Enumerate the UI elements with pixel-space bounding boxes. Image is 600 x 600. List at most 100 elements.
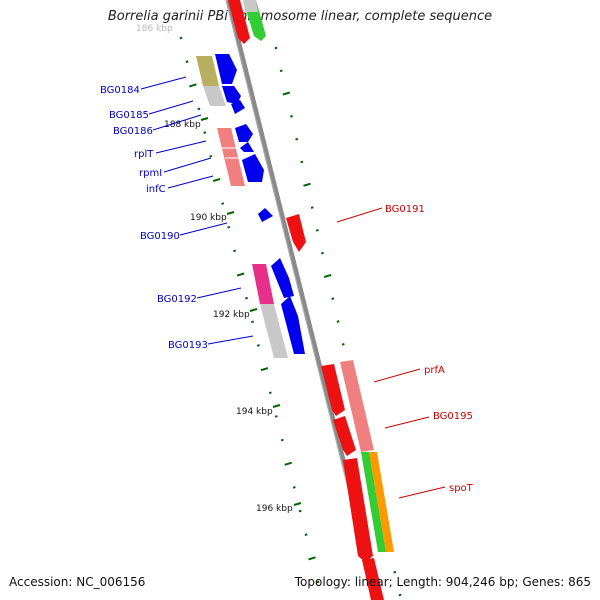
accession-text: Accession: NC_006156 <box>9 575 146 589</box>
ruler-dot <box>323 273 332 278</box>
svg-text:BG0184: BG0184 <box>100 85 140 96</box>
svg-text:infC: infC <box>146 184 166 195</box>
ruler-tick-190: 190 kbp <box>190 211 235 223</box>
svg-text:spoT: spoT <box>449 483 474 494</box>
ruler-dot <box>321 251 324 255</box>
feature-bg0185-blue[interactable] <box>222 86 241 104</box>
ruler-dot <box>292 486 296 489</box>
feature-bg0191-red[interactable] <box>286 214 306 252</box>
ruler-dot <box>274 46 278 50</box>
ruler-label-cut: 186 kbp <box>136 24 173 34</box>
map-title: Borrelia garinii PBi chromosome linear, … <box>107 9 493 24</box>
ruler-dot <box>227 225 231 229</box>
feature-rna-pink[interactable] <box>217 128 245 186</box>
ruler-dot <box>393 570 397 574</box>
ruler-dot <box>298 509 302 513</box>
ruler-label: 196 kbp <box>256 504 293 514</box>
svg-text:BG0190: BG0190 <box>140 231 180 242</box>
ruler-dot <box>304 533 308 537</box>
gene-label-bg0191[interactable]: BG0191 <box>336 204 425 223</box>
svg-text:rpmI: rpmI <box>139 168 162 179</box>
feature-bg0192-magenta[interactable] <box>252 264 288 358</box>
ruler-tick-196: 196 kbp <box>256 502 302 514</box>
feature-infc-blue[interactable] <box>242 154 264 182</box>
gene-label-rplt[interactable]: rplT <box>134 140 207 160</box>
ruler-dot <box>185 60 189 63</box>
feature-rplt-blue[interactable] <box>235 124 253 142</box>
ruler-tick-192: 192 kbp <box>213 308 258 320</box>
ruler-dot <box>236 272 245 277</box>
ruler-dot <box>315 229 319 232</box>
svg-text:BG0191: BG0191 <box>385 204 425 215</box>
feature-bg0184-blue[interactable] <box>215 54 237 84</box>
ruler-dot <box>274 415 278 418</box>
ruler-dot <box>268 391 272 395</box>
feature-reverse-red-1[interactable] <box>321 364 345 416</box>
feature-bg0192-blue[interactable] <box>271 258 294 298</box>
feature-spot-green[interactable] <box>361 452 386 552</box>
ruler-dot <box>197 107 201 111</box>
ruler-dot <box>300 160 304 164</box>
ruler-dot <box>251 320 254 324</box>
ruler-dot <box>245 296 248 300</box>
svg-text:prfA: prfA <box>424 365 445 376</box>
gene-label-prfa[interactable]: prfA <box>373 365 445 383</box>
ruler-dot <box>341 342 345 346</box>
feature-reverse-red-2[interactable] <box>333 416 356 456</box>
ruler-tick-194: 194 kbp <box>236 404 281 417</box>
ruler-dot <box>284 461 292 466</box>
ruler-dot <box>189 83 197 88</box>
feature-reverse-red-4[interactable] <box>362 558 384 600</box>
ruler-label: 194 kbp <box>236 407 273 417</box>
ruler-dot <box>233 249 237 253</box>
feature-reverse-red-3[interactable] <box>343 458 373 562</box>
genome-summary-text: Topology: linear; Length: 904,246 bp; Ge… <box>294 575 591 589</box>
feature-top-green[interactable] <box>243 0 266 41</box>
svg-text:BG0195: BG0195 <box>433 411 473 422</box>
ruler-dot <box>212 177 221 182</box>
feature-spot-orange[interactable] <box>369 452 394 552</box>
svg-text:BG0186: BG0186 <box>113 126 153 137</box>
ruler-label: 188 kbp <box>164 120 201 130</box>
ruler-dot <box>260 367 269 372</box>
ruler-dot <box>203 131 207 134</box>
ruler-dot <box>279 69 283 73</box>
svg-text:BG0192: BG0192 <box>157 294 197 305</box>
svg-text:BG0185: BG0185 <box>109 110 149 121</box>
ruler-dot <box>280 438 284 442</box>
feature-top-red[interactable] <box>228 0 250 44</box>
feature-prfa-pink[interactable] <box>340 360 374 452</box>
gene-label-bg0192[interactable]: BG0192 <box>157 287 242 305</box>
gene-label-infc[interactable]: infC <box>146 175 214 195</box>
feature-rpmi-blue[interactable] <box>240 142 254 152</box>
ruler-dot <box>209 154 213 158</box>
ruler-dot <box>308 556 316 561</box>
gene-label-bg0185[interactable]: BG0185 <box>109 100 194 121</box>
svg-text:BG0193: BG0193 <box>168 340 208 351</box>
ruler-dot <box>282 91 291 96</box>
feature-bg0184-olive[interactable] <box>196 56 226 106</box>
ruler-dot <box>316 580 320 584</box>
gene-label-spot[interactable]: spoT <box>398 483 474 499</box>
gene-label-rpmi[interactable]: rpmI <box>139 157 212 179</box>
ruler-dot <box>179 36 183 40</box>
ruler-dot <box>398 593 402 597</box>
ruler-dot <box>303 182 311 187</box>
ruler-tick-188: 188 kbp <box>164 117 209 130</box>
feature-bg0190-blue[interactable] <box>258 208 273 222</box>
gene-label-bg0195[interactable]: BG0195 <box>384 411 473 429</box>
ruler-dot <box>336 320 340 323</box>
svg-text:rplT: rplT <box>134 149 154 160</box>
gene-label-bg0186[interactable]: BG0186 <box>113 114 202 137</box>
gene-label-bg0184[interactable]: BG0184 <box>100 76 187 96</box>
gene-label-bg0190[interactable]: BG0190 <box>140 222 228 242</box>
gene-label-bg0193[interactable]: BG0193 <box>168 335 254 351</box>
feature-bg0186-blue[interactable] <box>231 100 245 114</box>
ruler-label: 192 kbp <box>213 310 250 320</box>
ruler-label: 190 kbp <box>190 213 227 223</box>
ruler-dot <box>221 202 225 205</box>
feature-bg0193-blue[interactable] <box>281 296 305 354</box>
ruler-dot <box>331 297 335 301</box>
ruler-dot <box>256 344 260 347</box>
